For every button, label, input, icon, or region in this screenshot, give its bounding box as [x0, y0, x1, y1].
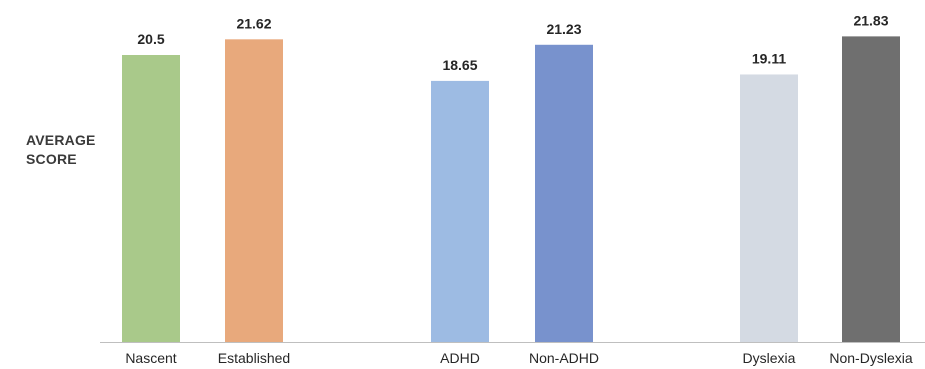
category-label-adhd: ADHD [440, 350, 480, 366]
y-axis-label-line-2: SCORE [26, 151, 77, 167]
value-label-non-dyslexia: 21.83 [853, 12, 888, 28]
value-label-non-adhd: 21.23 [546, 21, 581, 37]
bar-non-adhd [535, 44, 593, 342]
value-label-adhd: 18.65 [442, 57, 477, 73]
category-label-non-adhd: Non-ADHD [529, 350, 599, 366]
category-label-non-dyslexia: Non-Dyslexia [829, 350, 912, 366]
category-label-established: Established [218, 350, 290, 366]
y-axis-label: AVERAGE SCORE [26, 131, 122, 169]
value-label-established: 21.62 [236, 15, 271, 31]
bar-established [225, 39, 283, 342]
bar-non-dyslexia [842, 36, 900, 342]
bar-dyslexia [740, 74, 798, 343]
y-axis-label-line-1: AVERAGE [26, 132, 96, 148]
category-label-nascent: Nascent [125, 350, 176, 366]
value-label-nascent: 20.5 [137, 31, 164, 47]
value-label-dyslexia: 19.11 [752, 50, 786, 66]
category-label-dyslexia: Dyslexia [743, 350, 796, 366]
bar-adhd [431, 80, 489, 343]
bar-nascent [122, 55, 180, 342]
